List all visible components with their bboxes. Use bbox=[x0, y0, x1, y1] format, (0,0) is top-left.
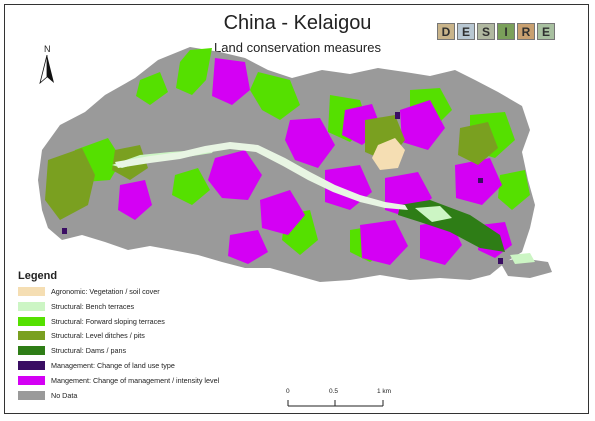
legend-item: Agronomic: Vegetation / soil cover bbox=[18, 287, 160, 296]
legend-label: Structural: Level ditches / pits bbox=[51, 331, 145, 341]
logo-letter: I bbox=[497, 23, 515, 40]
map-layer-land-use-change bbox=[62, 112, 503, 264]
logo-letter: R bbox=[517, 23, 535, 40]
legend-swatch bbox=[18, 346, 45, 356]
legend-label: No Data bbox=[51, 390, 78, 400]
scale-bar-graphic bbox=[287, 400, 384, 407]
logo-letter: E bbox=[457, 23, 475, 40]
legend-swatch bbox=[18, 331, 45, 341]
map-region-agronomic bbox=[372, 138, 405, 170]
legend-label: Structural: Bench terraces bbox=[51, 301, 135, 311]
logo-letter: D bbox=[437, 23, 455, 40]
logo-letter: S bbox=[477, 23, 495, 40]
map-layer-level-ditches bbox=[45, 115, 498, 220]
north-label: N bbox=[44, 44, 51, 54]
map-title: China - Kelaigou bbox=[223, 12, 372, 34]
map-region-tail bbox=[500, 258, 552, 278]
legend-label: Agronomic: Vegetation / soil cover bbox=[51, 287, 160, 296]
legend-swatch bbox=[18, 390, 45, 400]
legend-item: Mangement: Change of management / intens… bbox=[18, 375, 220, 385]
legend-item: No Data bbox=[18, 390, 78, 400]
legend-title: Legend bbox=[18, 270, 58, 282]
logo-letter: E bbox=[537, 23, 555, 40]
legend-swatch bbox=[18, 301, 45, 311]
map-subtitle: Land conservation measures bbox=[214, 40, 381, 55]
scale-tick-label: 0.5 bbox=[329, 388, 339, 395]
legend-swatch bbox=[18, 287, 45, 296]
legend-item: Structural: Forward sloping terraces bbox=[18, 316, 165, 326]
legend-label: Structural: Dams / pans bbox=[51, 346, 127, 356]
scale-tick-label: 1 km bbox=[377, 388, 392, 395]
legend-label: Mangement: Change of management / intens… bbox=[51, 375, 220, 385]
legend-item: Structural: Dams / pans bbox=[18, 346, 127, 356]
legend-label: Management: Change of land use type bbox=[51, 361, 175, 370]
legend-item: Structural: Level ditches / pits bbox=[18, 331, 145, 341]
scale-tick-label: 0 bbox=[286, 388, 290, 395]
legend-swatch bbox=[18, 361, 45, 370]
legend-swatch bbox=[18, 375, 45, 385]
map-valley-path bbox=[115, 142, 408, 210]
north-arrow-icon bbox=[39, 55, 54, 85]
legend-item: Structural: Bench terraces bbox=[18, 301, 135, 311]
legend-swatch bbox=[18, 316, 45, 326]
legend-label: Structural: Forward sloping terraces bbox=[51, 316, 165, 326]
legend-item: Management: Change of land use type bbox=[18, 361, 175, 370]
desire-logo: D E S I R E bbox=[437, 23, 555, 40]
